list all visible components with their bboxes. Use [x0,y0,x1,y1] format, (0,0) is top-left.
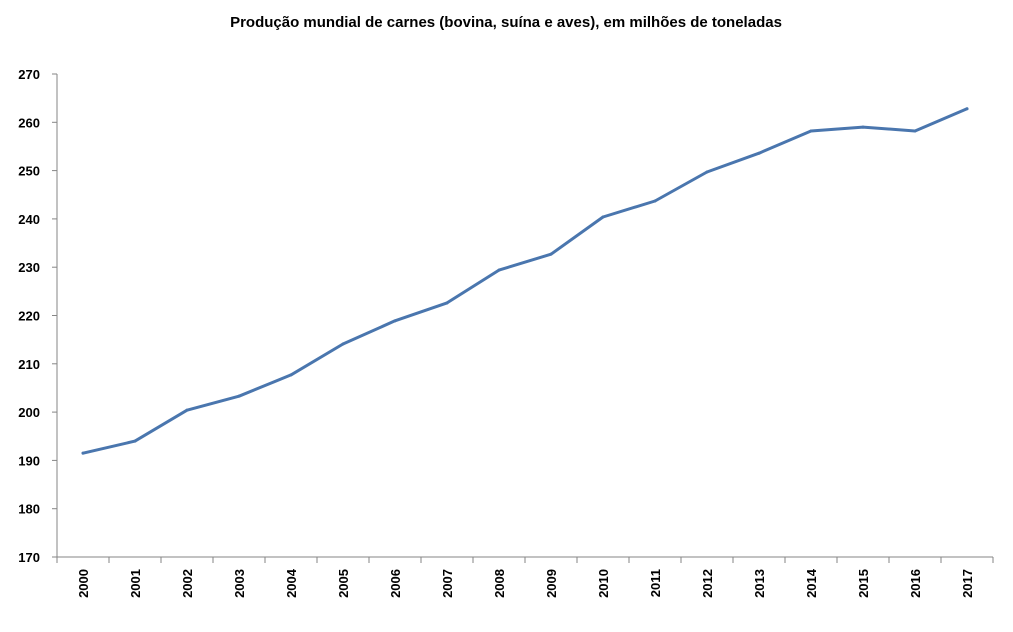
x-tick-label: 2013 [752,569,767,598]
data-point [341,342,345,346]
x-tick-label: 2004 [284,568,299,598]
data-point [81,451,85,455]
x-tick-label: 2011 [648,569,663,597]
data-point [549,252,553,256]
y-tick-label: 260 [18,115,40,130]
x-tick-label: 2014 [804,568,819,598]
x-tick-label: 2003 [232,569,247,598]
y-tick-label: 230 [18,260,40,275]
x-tick-label: 2010 [596,569,611,598]
x-tick-label: 2005 [336,569,351,598]
data-point [289,373,293,377]
y-axis-ticks: 170 180 190 200 210 220 230 240 250 260 270 [18,67,57,565]
data-point [861,125,865,129]
y-tick-label: 210 [18,357,40,372]
data-point [133,439,137,443]
data-point [497,268,501,272]
x-tick-label: 2016 [908,569,923,598]
data-point [601,215,605,219]
data-point [705,170,709,174]
y-tick-label: 220 [18,309,40,324]
x-axis-ticks: 2000 2001 2002 2003 2004 2005 2006 2007 2008 2009… [56,557,994,598]
data-point [393,319,397,323]
data-point [757,151,761,155]
y-tick-label: 270 [18,67,40,82]
series-group [81,107,969,455]
x-tick-label: 2006 [388,569,403,598]
axes [52,74,993,558]
chart-title: Produção mundial de carnes (bovina, suín… [230,14,782,31]
x-tick-label: 2012 [700,569,715,598]
data-point [809,129,813,133]
y-tick-label: 180 [18,502,40,517]
x-tick-label: 2000 [76,569,91,598]
x-tick-label: 2007 [440,569,455,598]
x-tick-label: 2009 [544,569,559,598]
data-point [445,301,449,305]
x-tick-label: 2017 [960,569,975,598]
x-tick-label: 2001 [128,569,143,598]
data-point [653,199,657,203]
y-tick-label: 170 [18,550,40,565]
data-point [237,394,241,398]
y-tick-label: 250 [18,164,40,179]
y-tick-label: 190 [18,453,40,468]
x-tick-label: 2008 [492,569,507,598]
y-tick-label: 200 [18,405,40,420]
data-point [185,408,189,412]
series-line [81,107,969,455]
data-point [913,129,917,133]
x-tick-label: 2015 [856,569,871,598]
y-tick-label: 240 [18,212,40,227]
x-tick-label: 2002 [180,569,195,598]
data-point [965,107,969,111]
